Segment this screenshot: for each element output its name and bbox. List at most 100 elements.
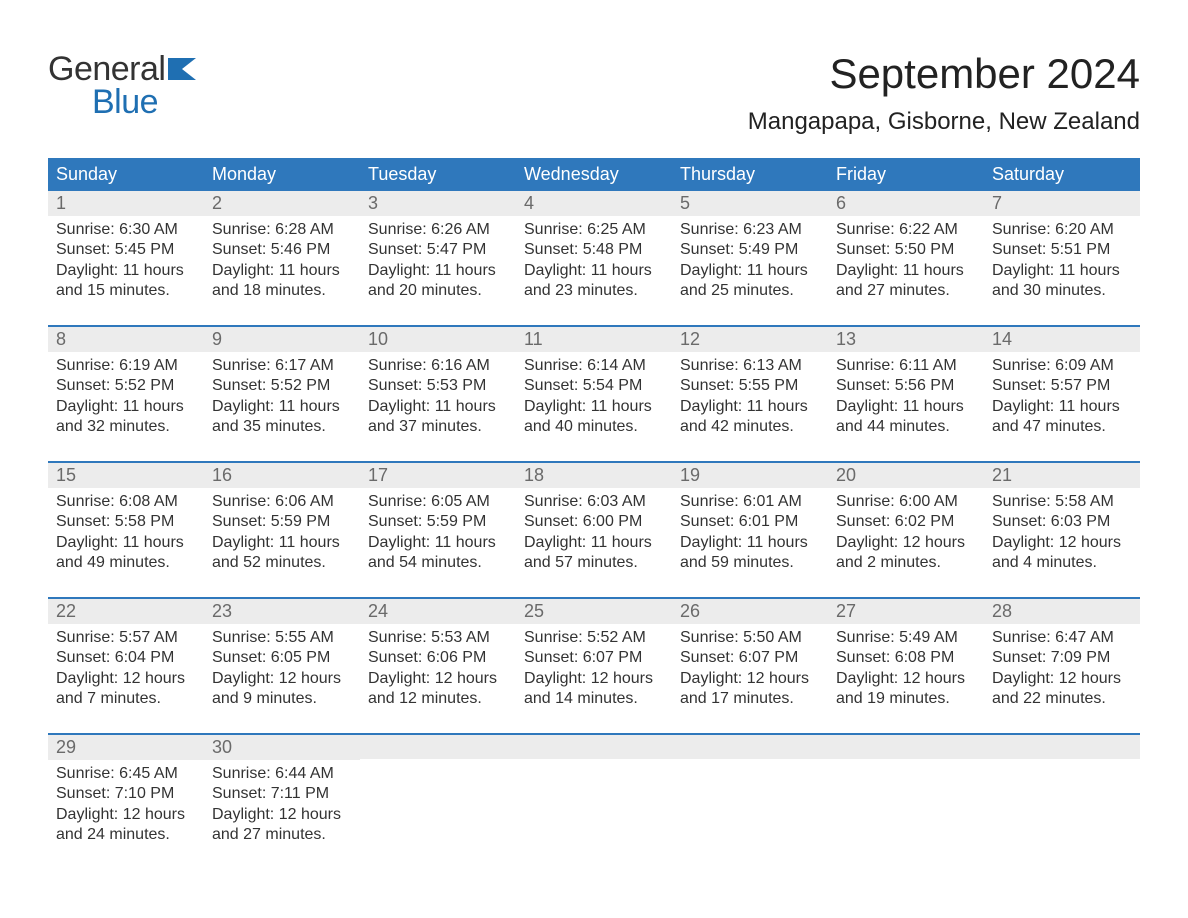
calendar-cell: 29 Sunrise: 6:45 AMSunset: 7:10 PMDayligh… [48,735,204,853]
daylight-text: and 23 minutes. [524,281,664,301]
daylight-text: Daylight: 11 hours [56,261,196,281]
sunrise-text: Sunrise: 6:30 AM [56,220,196,240]
cell-body: Sunrise: 6:19 AMSunset: 5:52 PMDaylight:… [48,352,204,444]
day-number: 2 [212,193,222,213]
sunset-text: Sunset: 5:48 PM [524,240,664,260]
sunrise-text: Sunrise: 5:50 AM [680,628,820,648]
day-number: 10 [368,329,388,349]
day-number: 18 [524,465,544,485]
sunset-text: Sunset: 6:05 PM [212,648,352,668]
cell-body: Sunrise: 6:23 AMSunset: 5:49 PMDaylight:… [672,216,828,308]
day-number: 11 [524,329,543,349]
daylight-text: and 44 minutes. [836,417,976,437]
sunrise-text: Sunrise: 5:57 AM [56,628,196,648]
calendar-week: 22Sunrise: 5:57 AMSunset: 6:04 PMDayligh… [48,597,1140,717]
dayname: Friday [828,158,984,191]
day-number: 27 [836,601,856,621]
daylight-text: Daylight: 11 hours [992,397,1132,417]
daylight-text: and 52 minutes. [212,553,352,573]
daylight-text: Daylight: 11 hours [680,261,820,281]
sunrise-text: Sunrise: 5:58 AM [992,492,1132,512]
cell-body: Sunrise: 6:13 AMSunset: 5:55 PMDaylight:… [672,352,828,444]
sunset-text: Sunset: 5:59 PM [368,512,508,532]
sunrise-text: Sunrise: 6:08 AM [56,492,196,512]
cell-body: Sunrise: 6:05 AMSunset: 5:59 PMDaylight:… [360,488,516,580]
location-text: Mangapapa, Gisborne, New Zealand [748,108,1140,136]
cell-body: Sunrise: 6:16 AMSunset: 5:53 PMDaylight:… [360,352,516,444]
sunrise-text: Sunrise: 5:49 AM [836,628,976,648]
title-block: September 2024 Mangapapa, Gisborne, New … [748,50,1140,136]
calendar-cell: 8Sunrise: 6:19 AMSunset: 5:52 PMDaylight… [48,327,204,445]
sunset-text: Sunset: 5:45 PM [56,240,196,260]
calendar-cell: 1Sunrise: 6:30 AMSunset: 5:45 PMDaylight… [48,191,204,309]
sunrise-text: Sunrise: 6:20 AM [992,220,1132,240]
sunrise-text: Sunrise: 6:05 AM [368,492,508,512]
daylight-text: Daylight: 11 hours [212,261,352,281]
daylight-text: Daylight: 12 hours [680,669,820,689]
sunset-text: Sunset: 5:46 PM [212,240,352,260]
cell-body: Sunrise: 6:09 AMSunset: 5:57 PMDaylight:… [984,352,1140,444]
day-number: 14 [992,329,1012,349]
daylight-text: Daylight: 12 hours [56,669,196,689]
day-number: 13 [836,329,856,349]
sunset-text: Sunset: 5:51 PM [992,240,1132,260]
daylight-text: and 47 minutes. [992,417,1132,437]
daylight-text: Daylight: 11 hours [992,261,1132,281]
sunrise-text: Sunrise: 6:45 AM [56,764,196,784]
cell-body: Sunrise: 6:00 AMSunset: 6:02 PMDaylight:… [828,488,984,580]
calendar-cell: 28Sunrise: 6:47 AMSunset: 7:09 PMDayligh… [984,599,1140,717]
sunset-text: Sunset: 6:06 PM [368,648,508,668]
calendar-cell: 7Sunrise: 6:20 AMSunset: 5:51 PMDaylight… [984,191,1140,309]
sunrise-text: Sunrise: 6:16 AM [368,356,508,376]
calendar-cell: 30Sunrise: 6:44 AMSunset: 7:11 PMDayligh… [204,735,360,853]
sunrise-text: Sunrise: 6:17 AM [212,356,352,376]
day-number: 3 [368,193,378,213]
daylight-text: and 2 minutes. [836,553,976,573]
sunset-text: Sunset: 5:52 PM [56,376,196,396]
dayname: Saturday [984,158,1140,191]
sunset-text: Sunset: 7:10 PM [56,784,196,804]
daylight-text: Daylight: 11 hours [212,397,352,417]
sunrise-text: Sunrise: 6:26 AM [368,220,508,240]
calendar-week: 29 Sunrise: 6:45 AMSunset: 7:10 PMDayligh… [48,733,1140,853]
cell-body: Sunrise: 6:11 AMSunset: 5:56 PMDaylight:… [828,352,984,444]
daylight-text: Daylight: 11 hours [368,261,508,281]
sunrise-text: Sunrise: 5:52 AM [524,628,664,648]
daylight-text: Daylight: 12 hours [56,805,196,825]
cell-body: Sunrise: 6:22 AMSunset: 5:50 PMDaylight:… [828,216,984,308]
calendar-cell: 18 Sunrise: 6:03 AMSunset: 6:00 PMDayligh… [516,463,672,581]
cell-body: Sunrise: 6:01 AMSunset: 6:01 PMDaylight:… [672,488,828,580]
calendar-cell: 5Sunrise: 6:23 AMSunset: 5:49 PMDaylight… [672,191,828,309]
calendar-cell: 3 Sunrise: 6:26 AMSunset: 5:47 PMDaylight… [360,191,516,309]
daylight-text: and 30 minutes. [992,281,1132,301]
day-number: 20 [836,465,856,485]
calendar-week: 8Sunrise: 6:19 AMSunset: 5:52 PMDaylight… [48,325,1140,445]
daylight-text: and 32 minutes. [56,417,196,437]
day-number: 29 [56,737,76,757]
dayname: Wednesday [516,158,672,191]
daylight-text: Daylight: 11 hours [524,397,664,417]
sunset-text: Sunset: 7:11 PM [212,784,352,804]
day-number: 12 [680,329,700,349]
daylight-text: Daylight: 11 hours [368,533,508,553]
daylight-text: and 35 minutes. [212,417,352,437]
daylight-text: Daylight: 12 hours [368,669,508,689]
sunset-text: Sunset: 7:09 PM [992,648,1132,668]
daylight-text: and 42 minutes. [680,417,820,437]
cell-body: Sunrise: 6:03 AMSunset: 6:00 PMDaylight:… [516,488,672,580]
cell-body: Sunrise: 5:58 AMSunset: 6:03 PMDaylight:… [984,488,1140,580]
day-number: 28 [992,601,1012,621]
calendar-cell: 22Sunrise: 5:57 AMSunset: 6:04 PMDayligh… [48,599,204,717]
cell-body: Sunrise: 6:26 AMSunset: 5:47 PMDaylight:… [360,216,516,308]
calendar-cell: 24Sunrise: 5:53 AMSunset: 6:06 PMDayligh… [360,599,516,717]
day-number: 22 [56,601,76,621]
calendar-cell: 19Sunrise: 6:01 AMSunset: 6:01 PMDayligh… [672,463,828,581]
calendar-cell: 26Sunrise: 5:50 AMSunset: 6:07 PMDayligh… [672,599,828,717]
header: General Blue September 2024 Mangapapa, G… [48,50,1140,136]
daylight-text: and 20 minutes. [368,281,508,301]
day-number: 21 [992,465,1012,485]
sunrise-text: Sunrise: 6:14 AM [524,356,664,376]
sunset-text: Sunset: 6:07 PM [680,648,820,668]
daylight-text: Daylight: 12 hours [212,669,352,689]
sunrise-text: Sunrise: 5:53 AM [368,628,508,648]
